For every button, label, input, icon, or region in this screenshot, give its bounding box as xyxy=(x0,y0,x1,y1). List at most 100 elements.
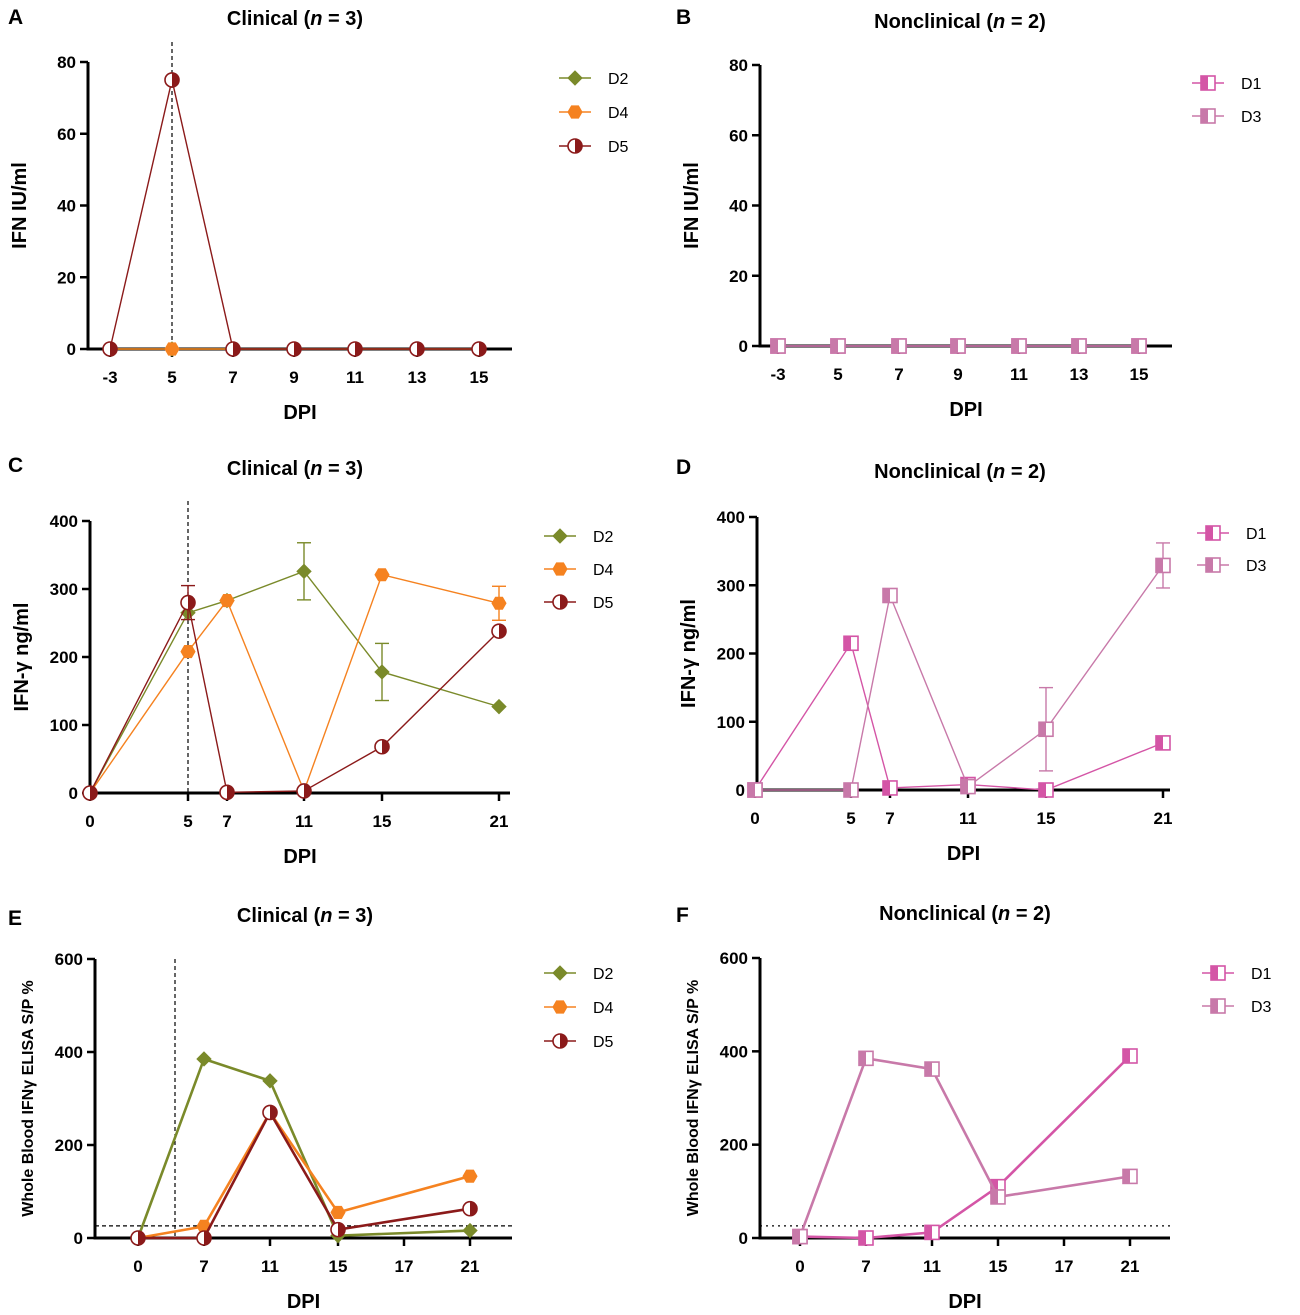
x-tick-label: -3 xyxy=(102,368,117,387)
y-tick-label: 40 xyxy=(729,197,748,216)
y-tick-label: 200 xyxy=(720,1136,748,1155)
panel-letter: B xyxy=(676,6,691,29)
y-axis-label: IFN-γ ng/ml xyxy=(11,603,33,712)
x-tick-label: 15 xyxy=(989,1257,1008,1276)
legend-item: D3 xyxy=(1192,108,1262,126)
x-axis-label: DPI xyxy=(949,399,982,421)
data-point-fill xyxy=(110,342,117,356)
x-tick-label: 21 xyxy=(1121,1257,1140,1276)
series-line xyxy=(89,573,500,794)
x-tick-label: 17 xyxy=(395,1257,414,1276)
title-prefix: Clinical ( xyxy=(237,905,321,927)
title-suffix: = 3) xyxy=(333,905,374,927)
legend-label: D3 xyxy=(1246,558,1267,575)
data-point-fill xyxy=(172,72,180,87)
series-line xyxy=(89,600,500,794)
data-point-fill xyxy=(1012,339,1019,353)
panel-letter: F xyxy=(676,904,689,927)
panel-letter: C xyxy=(8,454,23,477)
legend-label: D4 xyxy=(593,1000,614,1017)
data-point-fill xyxy=(204,1231,211,1245)
title-prefix: Nonclinical ( xyxy=(874,11,993,33)
legend-item: D1 xyxy=(1197,525,1267,543)
legend-marker xyxy=(567,105,583,119)
data-point-fill xyxy=(883,780,890,795)
legend-label: D5 xyxy=(608,139,629,156)
data-point-fill xyxy=(1039,783,1046,797)
y-axis-label: Whole Blood IFNγ ELISA S/P % xyxy=(685,980,702,1216)
data-point-fill xyxy=(270,1105,277,1120)
x-tick-label: 5 xyxy=(167,368,176,387)
title-n: n xyxy=(310,8,322,30)
x-tick-label: 9 xyxy=(289,368,298,387)
data-point-fill xyxy=(925,1225,932,1240)
y-tick-label: 600 xyxy=(720,949,748,968)
series-D1 xyxy=(792,1048,1138,1246)
data-point-fill xyxy=(925,1062,932,1077)
data-point-fill xyxy=(1156,735,1163,750)
legend-item: D2 xyxy=(544,528,614,546)
x-tick-label: 11 xyxy=(346,368,364,387)
legend-marker xyxy=(552,528,568,544)
y-tick-label: 300 xyxy=(50,580,78,599)
data-point xyxy=(462,1169,478,1183)
legend-item: D2 xyxy=(559,70,629,88)
series-line xyxy=(89,570,500,794)
data-point xyxy=(296,563,312,580)
legend-item: D5 xyxy=(544,1033,614,1051)
panel-letter: E xyxy=(8,907,22,930)
legend-label: D3 xyxy=(1251,999,1272,1016)
x-tick-label: 9 xyxy=(953,365,962,384)
x-tick-label: 11 xyxy=(295,812,313,831)
data-point-fill xyxy=(417,342,424,356)
data-point xyxy=(330,1205,346,1219)
y-tick-label: 0 xyxy=(69,784,78,803)
data-point-fill xyxy=(1132,339,1139,353)
panel-F: F Nonclinical (n = 2) 0 200 400 600 0 7 11 15 17 21… xyxy=(676,903,1272,1313)
title-suffix: = 2) xyxy=(1005,461,1046,483)
data-point-fill xyxy=(233,342,240,356)
legend-label: D2 xyxy=(593,966,614,983)
data-point-fill xyxy=(883,588,890,603)
chart-title: Clinical (n = 3) xyxy=(227,458,363,480)
y-tick-label: 20 xyxy=(57,268,76,287)
data-point-fill xyxy=(1072,339,1079,353)
x-tick-label: 11 xyxy=(959,809,977,828)
x-tick-label: 0 xyxy=(750,809,759,828)
title-n: n xyxy=(310,458,322,480)
y-tick-label: 0 xyxy=(736,781,745,800)
legend-marker-fill xyxy=(1201,109,1208,123)
data-point xyxy=(374,568,390,582)
data-point-fill xyxy=(338,1222,346,1237)
x-axis-label: DPI xyxy=(948,1291,981,1313)
legend-label: D4 xyxy=(593,562,614,579)
data-point-fill xyxy=(188,595,195,610)
panel-A: A Clinical (n = 3) 0 20 40 60 80 -3 5 7 9 11 13 15 DPI… xyxy=(8,6,629,424)
data-point xyxy=(462,1222,478,1239)
x-axis-label: DPI xyxy=(287,1291,320,1313)
x-tick-label: 5 xyxy=(846,809,855,828)
x-tick-label: 13 xyxy=(408,368,427,387)
x-tick-label: 5 xyxy=(833,365,842,384)
series-D4 xyxy=(130,1105,478,1245)
data-point xyxy=(491,698,507,715)
legend-item: D5 xyxy=(544,594,614,612)
legend-label: D5 xyxy=(593,595,614,612)
title-n: n xyxy=(998,903,1010,925)
series-D5 xyxy=(102,72,487,357)
data-point-fill xyxy=(227,785,235,800)
y-tick-label: 100 xyxy=(50,716,78,735)
legend-marker-fill xyxy=(560,595,567,609)
x-tick-label: 11 xyxy=(1010,365,1028,384)
y-tick-label: 300 xyxy=(717,576,745,595)
x-tick-label: 15 xyxy=(373,812,392,831)
data-point xyxy=(491,596,507,610)
legend-label: D3 xyxy=(1241,109,1262,126)
x-tick-label: 0 xyxy=(133,1257,142,1276)
legend-item: D4 xyxy=(544,1000,614,1017)
data-point-fill xyxy=(499,624,507,639)
series-line xyxy=(138,1109,471,1240)
data-point-fill xyxy=(961,779,968,794)
x-tick-label: 7 xyxy=(222,812,231,831)
